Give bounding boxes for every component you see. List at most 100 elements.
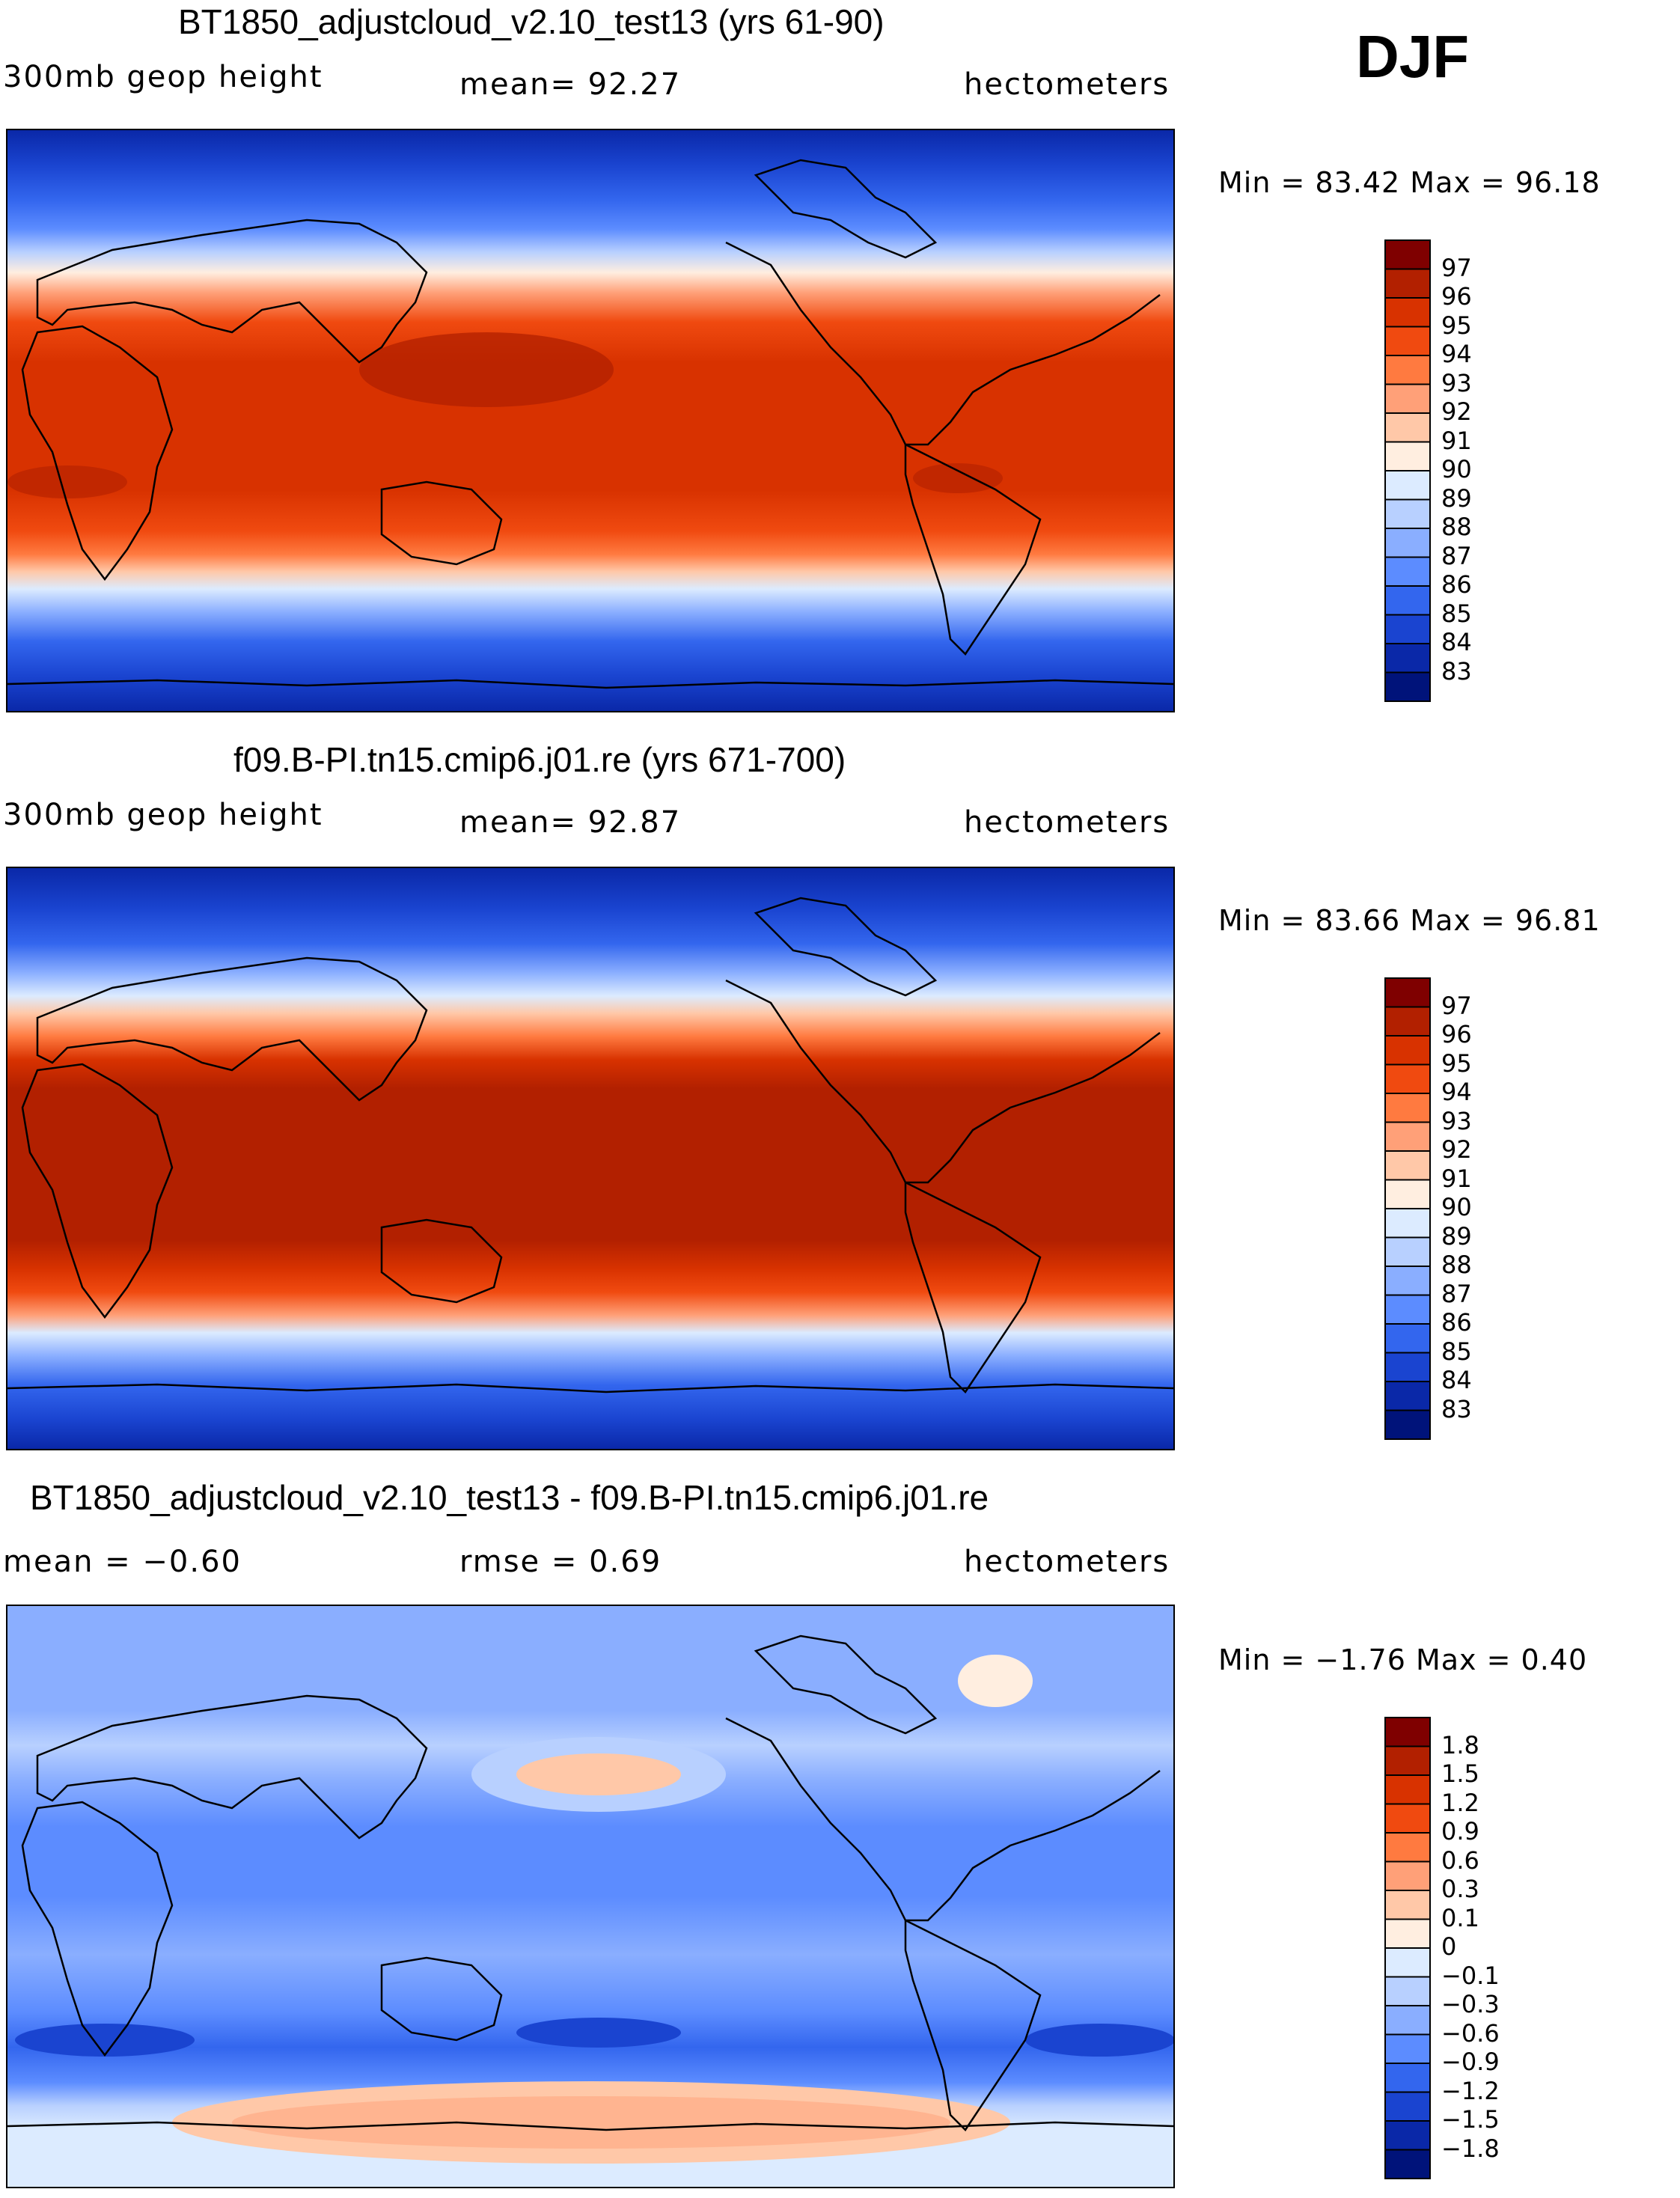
- colorbar-label: 93: [1441, 1106, 1472, 1135]
- colorbar-swatch: [1384, 1774, 1431, 1805]
- colorbar-swatch: [1384, 1717, 1431, 1747]
- colorbar-label: 83: [1441, 1394, 1472, 1423]
- colorbar-swatch: [1384, 1063, 1431, 1094]
- panel1-title: BT1850_adjustcloud_v2.10_test13 (yrs 61-…: [178, 2, 885, 41]
- colorbar-label: 95: [1441, 1048, 1472, 1078]
- colorbar-label: 96: [1441, 282, 1472, 311]
- colorbar-label: 90: [1441, 1193, 1472, 1221]
- colorbar-swatch: [1384, 1208, 1431, 1239]
- panel1-units: hectometers: [964, 67, 1170, 102]
- colorbar-swatch: [1384, 498, 1431, 529]
- colorbar-swatch: [1384, 671, 1431, 702]
- colorbar-label: 90: [1441, 455, 1472, 483]
- colorbar-swatch: [1384, 585, 1431, 616]
- colorbar-swatch: [1384, 1236, 1431, 1267]
- panel3-title: BT1850_adjustcloud_v2.10_test13 - f09.B-…: [30, 1478, 989, 1517]
- colorbar-swatch: [1384, 1179, 1431, 1209]
- colorbar-swatch: [1384, 297, 1431, 328]
- panel1-minmax: Min = 83.42 Max = 96.18: [1218, 166, 1601, 199]
- colorbar-swatch: [1384, 412, 1431, 443]
- colorbar-label: 94: [1441, 340, 1472, 368]
- colorbar-label: 0.9: [1441, 1817, 1479, 1846]
- colorbar-swatch: [1384, 1860, 1431, 1891]
- colorbar-label: 88: [1441, 513, 1472, 541]
- panel2-title: f09.B-PI.tn15.cmip6.j01.re (yrs 671-700): [233, 740, 846, 779]
- colorbar-label: 89: [1441, 1221, 1472, 1251]
- panel1-map: [6, 129, 1175, 712]
- colorbar-label: 86: [1441, 1308, 1472, 1337]
- colorbar-swatch: [1384, 1121, 1431, 1152]
- colorbar-swatch: [1384, 2091, 1431, 2122]
- panel1-colorbar: [1384, 239, 1467, 707]
- colorbar-label: −0.6: [1441, 2018, 1500, 2048]
- colorbar-label: 87: [1441, 541, 1472, 570]
- colorbar-swatch: [1384, 1352, 1431, 1382]
- colorbar-swatch: [1384, 1294, 1431, 1325]
- season-label: DJF: [1356, 23, 1470, 90]
- colorbar-swatch: [1384, 2063, 1431, 2093]
- colorbar-label: 84: [1441, 1366, 1472, 1394]
- colorbar-label: 94: [1441, 1078, 1472, 1106]
- panel2-colorbar: [1384, 977, 1467, 1445]
- colorbar-label: 1.2: [1441, 1788, 1479, 1817]
- colorbar-label: 89: [1441, 483, 1472, 513]
- colorbar-label: 91: [1441, 1164, 1472, 1193]
- panel3-units: hectometers: [964, 1545, 1170, 1579]
- colorbar-label: −0.1: [1441, 1961, 1500, 1990]
- colorbar-swatch: [1384, 1266, 1431, 1296]
- colorbar-label: 95: [1441, 311, 1472, 340]
- colorbar-swatch: [1384, 355, 1431, 385]
- colorbar-swatch: [1384, 1803, 1431, 1834]
- colorbar-label: 85: [1441, 599, 1472, 628]
- colorbar-label: −1.8: [1441, 2134, 1500, 2163]
- panel1-mean: mean= 92.27: [459, 67, 682, 102]
- panel3-colorbar: [1384, 1717, 1467, 2185]
- colorbar-label: 85: [1441, 1337, 1472, 1366]
- colorbar-swatch: [1384, 1409, 1431, 1440]
- colorbar-label: 0: [1441, 1932, 1457, 1961]
- colorbar-swatch: [1384, 614, 1431, 644]
- panel2-variable-label: 300mb geop height: [3, 798, 323, 832]
- colorbar-swatch: [1384, 1976, 1431, 2006]
- colorbar-swatch: [1384, 239, 1431, 270]
- colorbar-label: 92: [1441, 1135, 1472, 1164]
- colorbar-swatch: [1384, 1918, 1431, 1949]
- colorbar-swatch: [1384, 2005, 1431, 2036]
- colorbar-label: −1.2: [1441, 2076, 1500, 2105]
- colorbar-label: 1.8: [1441, 1730, 1479, 1759]
- panel2-mean: mean= 92.87: [459, 805, 682, 840]
- colorbar-swatch: [1384, 528, 1431, 558]
- colorbar-swatch: [1384, 1323, 1431, 1354]
- panel2-units: hectometers: [964, 805, 1170, 840]
- colorbar-swatch: [1384, 1890, 1431, 1920]
- colorbar-label: −0.3: [1441, 1990, 1500, 2018]
- colorbar-label: 91: [1441, 426, 1472, 455]
- colorbar-swatch: [1384, 556, 1431, 587]
- panel3-minmax: Min = −1.76 Max = 0.40: [1218, 1643, 1588, 1676]
- colorbar-swatch: [1384, 1947, 1431, 1978]
- colorbar-label: 97: [1441, 991, 1472, 1020]
- colorbar-label: 92: [1441, 397, 1472, 426]
- colorbar-label: 93: [1441, 368, 1472, 397]
- colorbar-swatch: [1384, 441, 1431, 471]
- colorbar-swatch: [1384, 2033, 1431, 2064]
- colorbar-label: 88: [1441, 1251, 1472, 1279]
- colorbar-swatch: [1384, 2149, 1431, 2179]
- colorbar-swatch: [1384, 383, 1431, 414]
- colorbar-label: 87: [1441, 1279, 1472, 1308]
- colorbar-label: 0.1: [1441, 1903, 1479, 1932]
- colorbar-swatch: [1384, 1745, 1431, 1776]
- colorbar-label: 1.5: [1441, 1759, 1479, 1788]
- panel1-variable-label: 300mb geop height: [3, 60, 323, 94]
- colorbar-swatch: [1384, 268, 1431, 299]
- colorbar-label: −1.5: [1441, 2105, 1500, 2134]
- colorbar-label: 83: [1441, 656, 1472, 686]
- colorbar-label: 84: [1441, 628, 1472, 656]
- colorbar-swatch: [1384, 1381, 1431, 1411]
- colorbar-swatch: [1384, 2120, 1431, 2151]
- colorbar-swatch: [1384, 1006, 1431, 1037]
- colorbar-swatch: [1384, 470, 1431, 501]
- colorbar-swatch: [1384, 1832, 1431, 1863]
- colorbar-swatch: [1384, 977, 1431, 1008]
- colorbar-label: 0.6: [1441, 1846, 1479, 1875]
